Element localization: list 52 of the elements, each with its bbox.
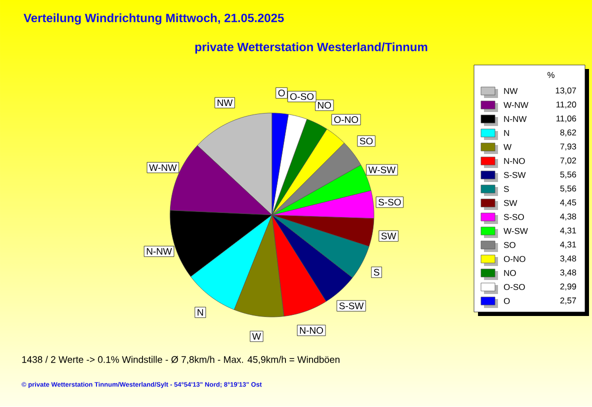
data-label: 7,02: [560, 157, 576, 164]
data-label: 2,99: [560, 283, 576, 290]
slice-label: O-NO: [334, 116, 358, 123]
data-label: 8,62: [560, 129, 576, 136]
legend-label: O-NO: [504, 256, 526, 262]
data-label: 4,31: [560, 241, 576, 248]
data-label: 4,38: [560, 213, 576, 220]
legend-label: O: [504, 298, 510, 304]
data-label: 3,48: [560, 255, 576, 262]
data-label: 7,93: [560, 143, 576, 150]
slice-label: SO: [360, 138, 373, 144]
slice-label: N-NW: [146, 248, 172, 255]
data-label: 4,45: [560, 200, 576, 206]
legend-label: NO: [504, 270, 516, 276]
chart-subtitle: private Wetterstation Westerland/Tinnum: [195, 42, 428, 54]
legend-label: W-SW: [504, 228, 528, 234]
slice-label: W-NW: [149, 164, 177, 171]
data-label: 5,56: [560, 171, 576, 178]
slice-label: NO: [318, 102, 332, 109]
slice-label: O-SO: [290, 93, 314, 100]
data-label: 11,06: [556, 115, 576, 122]
data-label: 2,57: [560, 297, 576, 304]
slice-label: S-SW: [339, 302, 364, 310]
slice-label: NW: [218, 100, 233, 106]
legend-label: N-NO: [504, 158, 525, 164]
legend-title: %: [548, 72, 554, 78]
slice-label: N-NO: [300, 327, 324, 334]
slice-label: S: [374, 268, 380, 276]
slice-label: N: [198, 309, 203, 316]
data-label: 5,56: [560, 185, 576, 192]
slice-label: O: [278, 90, 285, 96]
legend-label: SO: [504, 242, 516, 248]
legend-label: S-SO: [504, 214, 524, 220]
data-label: 4,31: [560, 227, 576, 234]
legend-label: SW: [504, 200, 518, 206]
slice-label: S-SO: [378, 198, 401, 206]
legend-label: S: [504, 186, 509, 192]
legend-label: N: [504, 130, 509, 136]
slice-label: W-SW: [368, 166, 396, 174]
chart-title: Verteilung Windrichtung Mittwoch, 21.05.2025: [24, 13, 284, 25]
legend-label: NW: [504, 88, 518, 94]
legend-label: W: [504, 144, 512, 150]
text: 1438 / 2 Werte -> 0.1% Windstille - Ø 7,8km/h - Max. 45,9km/h = Windböen: [22, 356, 340, 364]
data-label: 3,48: [560, 269, 576, 276]
slice-label: W: [252, 333, 262, 340]
data-label: 11,20: [556, 101, 576, 108]
legend-label: S-SW: [504, 172, 526, 178]
legend-label: W-NW: [504, 102, 528, 108]
data-label: 13,07: [556, 87, 576, 94]
legend-label: N-NW: [504, 116, 527, 122]
legend-label: O-SO: [504, 284, 525, 290]
slice-label: SW: [381, 232, 396, 240]
